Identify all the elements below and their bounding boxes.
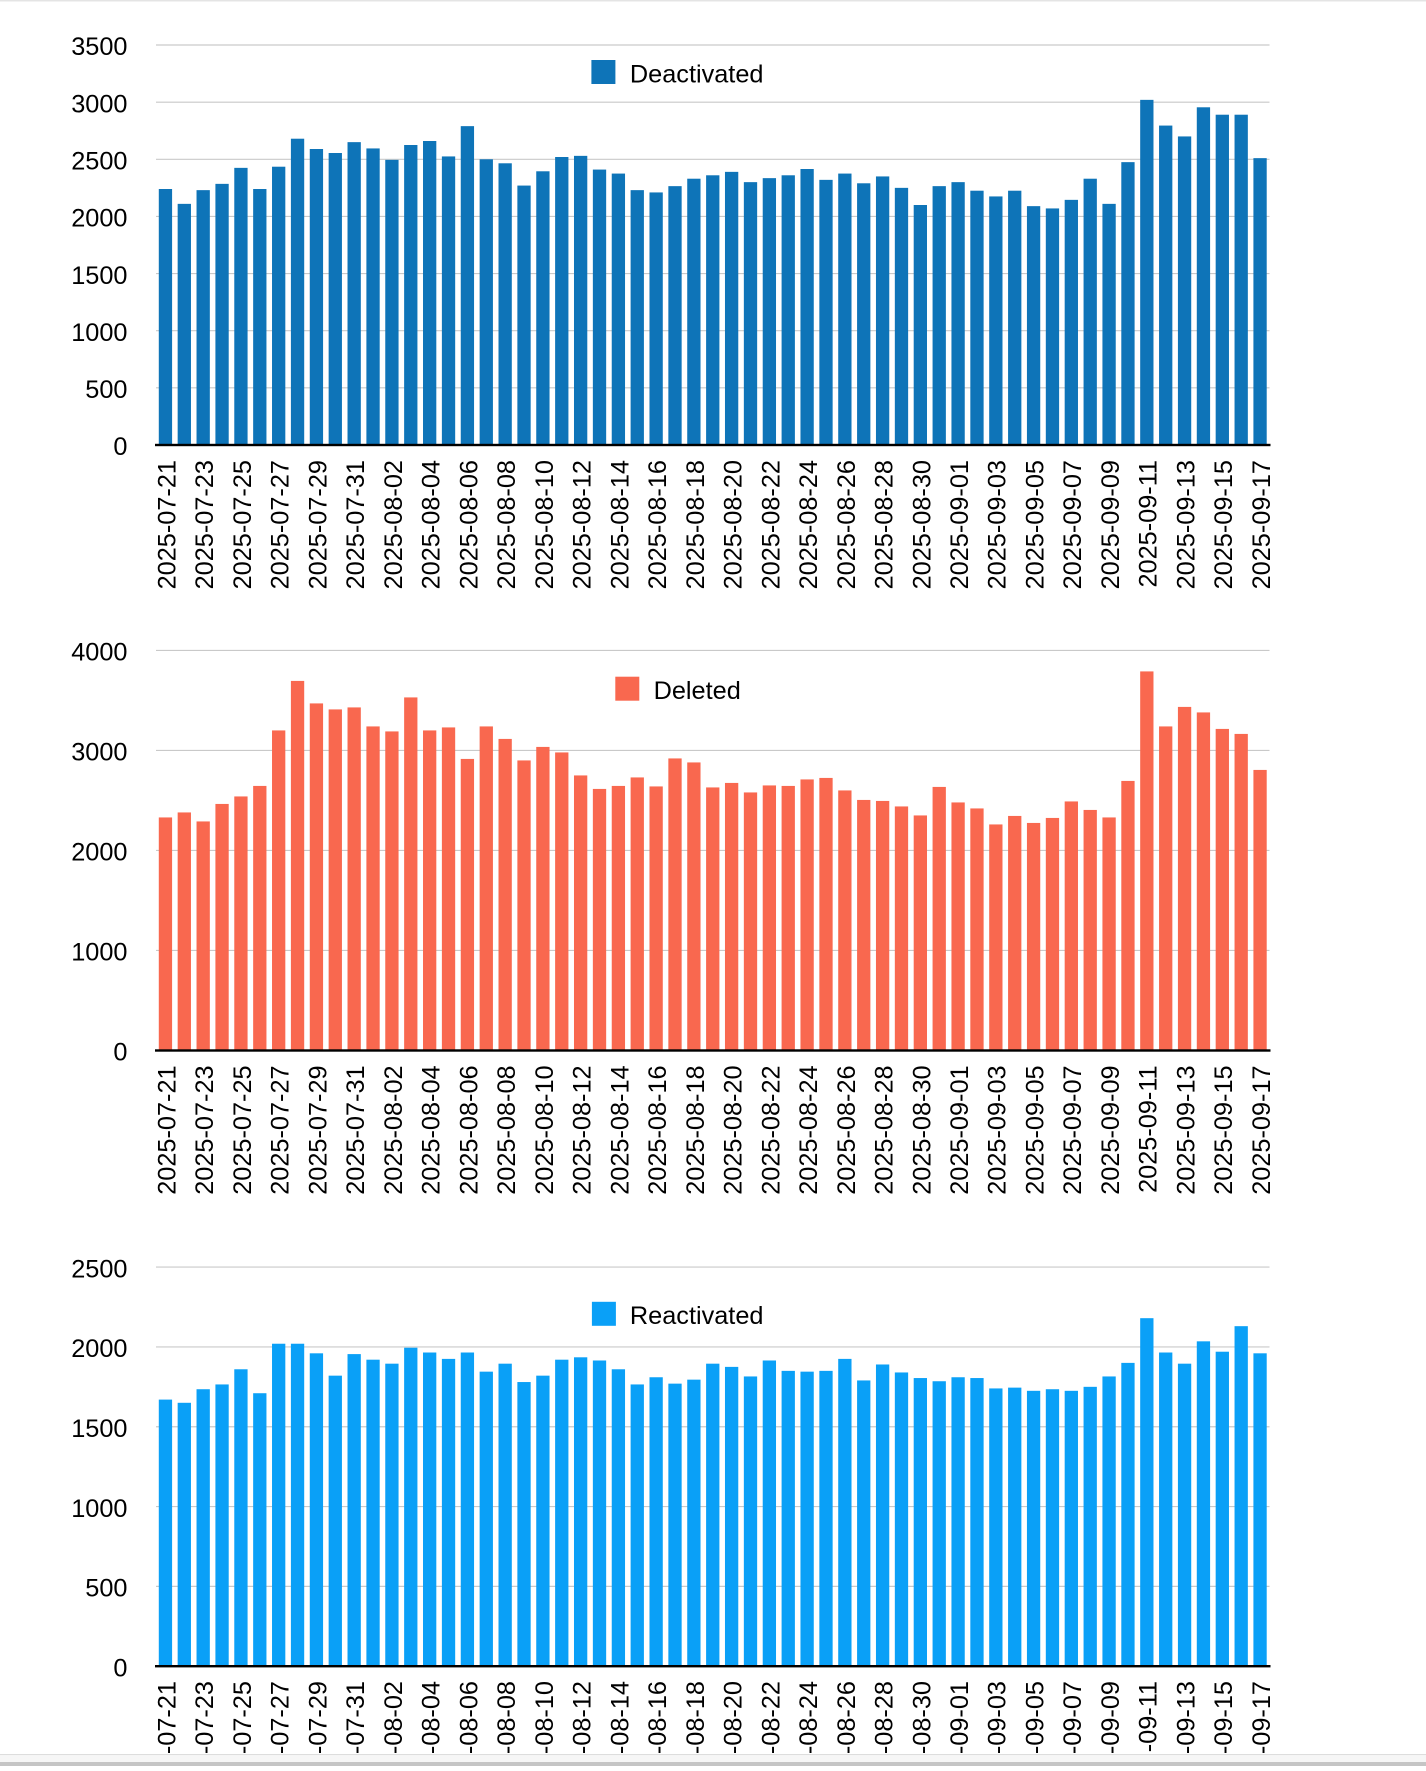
svg-text:2025-08-16: 2025-08-16 <box>644 460 672 589</box>
svg-text:2025-08-24: 2025-08-24 <box>795 1065 823 1194</box>
svg-text:2000: 2000 <box>71 1335 127 1363</box>
svg-text:2025-09-03: 2025-09-03 <box>984 460 1012 589</box>
svg-text:2025-08-28: 2025-08-28 <box>871 1065 899 1194</box>
svg-text:1500: 1500 <box>71 1415 127 1443</box>
svg-text:2025-09-03: 2025-09-03 <box>984 1065 1012 1194</box>
svg-text:0: 0 <box>113 1039 127 1067</box>
svg-text:2025-08-14: 2025-08-14 <box>606 460 634 589</box>
svg-text:2025-09-01: 2025-09-01 <box>946 460 974 589</box>
svg-text:2025-07-21: 2025-07-21 <box>153 1065 181 1194</box>
svg-text:2025-08-08: 2025-08-08 <box>493 460 521 589</box>
svg-text:2025-08-04: 2025-08-04 <box>418 460 446 589</box>
svg-text:Deleted: Deleted <box>654 677 741 705</box>
svg-text:2025-09-01: 2025-09-01 <box>946 1065 974 1194</box>
svg-text:2025-09-09: 2025-09-09 <box>1097 1065 1125 1194</box>
svg-text:1000: 1000 <box>71 319 127 347</box>
svg-text:2025-08-12: 2025-08-12 <box>569 460 597 589</box>
svg-text:2025-07-29: 2025-07-29 <box>304 460 332 589</box>
svg-text:Reactivated: Reactivated <box>630 1302 764 1330</box>
svg-text:2025-09-15: 2025-09-15 <box>1210 1065 1238 1194</box>
svg-text:2025-07-27: 2025-07-27 <box>267 1065 295 1194</box>
svg-text:2025-08-24: 2025-08-24 <box>795 460 823 589</box>
svg-text:3500: 3500 <box>71 33 127 61</box>
svg-text:2000: 2000 <box>71 205 127 233</box>
svg-text:2025-07-27: 2025-07-27 <box>267 460 295 589</box>
svg-text:500: 500 <box>85 376 127 404</box>
svg-text:2025-08-30: 2025-08-30 <box>908 460 936 589</box>
svg-text:2025-07-31: 2025-07-31 <box>342 1065 370 1194</box>
svg-text:2025-09-13: 2025-09-13 <box>1172 460 1200 589</box>
svg-text:4000: 4000 <box>71 639 127 667</box>
svg-text:2025-07-23: 2025-07-23 <box>191 460 219 589</box>
svg-text:2025-08-26: 2025-08-26 <box>833 1065 861 1194</box>
svg-text:2025-08-30: 2025-08-30 <box>908 1065 936 1194</box>
svg-text:2025-08-08: 2025-08-08 <box>493 1065 521 1194</box>
svg-text:2025-09-17: 2025-09-17 <box>1248 460 1276 589</box>
svg-text:2025-07-29: 2025-07-29 <box>304 1065 332 1194</box>
svg-text:2500: 2500 <box>71 147 127 175</box>
svg-text:2025-07-25: 2025-07-25 <box>229 1065 257 1194</box>
svg-text:2025-08-26: 2025-08-26 <box>833 460 861 589</box>
svg-text:2025-07-23: 2025-07-23 <box>191 1065 219 1194</box>
svg-text:2025-08-22: 2025-08-22 <box>757 1065 785 1194</box>
svg-text:2025-09-09: 2025-09-09 <box>1097 460 1125 589</box>
svg-text:2025-08-16: 2025-08-16 <box>644 1065 672 1194</box>
svg-text:0: 0 <box>113 433 127 461</box>
svg-text:2025-08-28: 2025-08-28 <box>871 460 899 589</box>
svg-text:2025-08-14: 2025-08-14 <box>606 1065 634 1194</box>
svg-text:500: 500 <box>85 1575 127 1603</box>
svg-text:2025-08-04: 2025-08-04 <box>418 1065 446 1194</box>
svg-text:2025-08-20: 2025-08-20 <box>720 1065 748 1194</box>
svg-text:2025-08-18: 2025-08-18 <box>682 460 710 589</box>
svg-text:2025-09-05: 2025-09-05 <box>1021 460 1049 589</box>
svg-text:3000: 3000 <box>71 739 127 767</box>
svg-text:2025-08-06: 2025-08-06 <box>455 460 483 589</box>
svg-text:Deactivated: Deactivated <box>630 60 764 88</box>
svg-text:2025-07-31: 2025-07-31 <box>342 460 370 589</box>
svg-text:1000: 1000 <box>71 939 127 967</box>
svg-text:2025-08-18: 2025-08-18 <box>682 1065 710 1194</box>
svg-text:2500: 2500 <box>71 1255 127 1283</box>
svg-text:2025-09-17: 2025-09-17 <box>1248 1065 1276 1194</box>
svg-text:2025-08-06: 2025-08-06 <box>455 1065 483 1194</box>
svg-text:2025-09-07: 2025-09-07 <box>1059 460 1087 589</box>
svg-text:0: 0 <box>113 1654 127 1682</box>
svg-text:1000: 1000 <box>71 1495 127 1523</box>
svg-text:2025-08-02: 2025-08-02 <box>380 1065 408 1194</box>
svg-text:2025-09-11: 2025-09-11 <box>1135 1065 1163 1193</box>
svg-text:3000: 3000 <box>71 90 127 118</box>
svg-text:2025-08-22: 2025-08-22 <box>757 460 785 589</box>
svg-text:2025-09-11: 2025-09-11 <box>1135 460 1163 588</box>
svg-text:1500: 1500 <box>71 262 127 290</box>
svg-text:2025-09-13: 2025-09-13 <box>1172 1065 1200 1194</box>
svg-text:2025-09-07: 2025-09-07 <box>1059 1065 1087 1194</box>
svg-text:2025-08-02: 2025-08-02 <box>380 460 408 589</box>
svg-text:2025-07-25: 2025-07-25 <box>229 460 257 589</box>
svg-text:2025-08-10: 2025-08-10 <box>531 1065 559 1194</box>
svg-text:2025-08-10: 2025-08-10 <box>531 460 559 589</box>
svg-text:2025-07-21: 2025-07-21 <box>153 460 181 589</box>
svg-text:2000: 2000 <box>71 839 127 867</box>
svg-text:2025-08-12: 2025-08-12 <box>569 1065 597 1194</box>
svg-text:2025-08-20: 2025-08-20 <box>720 460 748 589</box>
svg-text:2025-09-05: 2025-09-05 <box>1021 1065 1049 1194</box>
svg-text:2025-09-15: 2025-09-15 <box>1210 460 1238 589</box>
